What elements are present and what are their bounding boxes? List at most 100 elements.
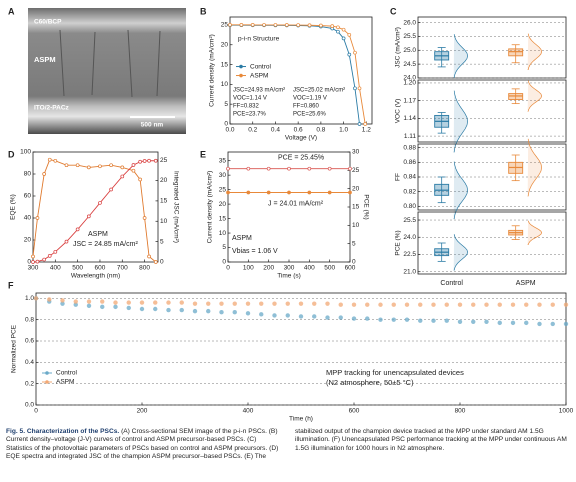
data-point [131, 163, 136, 167]
y-tick-label: 1.14 [403, 115, 416, 122]
data-point [139, 300, 145, 305]
data-point [232, 301, 237, 306]
panel-label: B [200, 6, 207, 16]
data-point [31, 254, 35, 259]
stat-label: PCE=25.6% [293, 111, 327, 117]
data-point [259, 312, 264, 317]
legend-label: Control [56, 370, 78, 377]
data-point [206, 301, 211, 306]
data-point [166, 307, 171, 313]
y-tick-label: 0 [27, 259, 31, 266]
data-point [357, 86, 362, 91]
data-point [226, 190, 230, 195]
y2-tick-label: 20 [160, 177, 168, 184]
y2-tick-label: 5 [160, 238, 164, 245]
data-point [510, 302, 516, 307]
x-axis-label: Voltage (V) [285, 135, 317, 142]
caption: Fig. 5. Characterization of the PSCs. (A… [6, 428, 570, 480]
data-point [53, 249, 58, 254]
x-tick-label: 400 [243, 408, 254, 415]
data-point [325, 315, 330, 320]
data-point [307, 23, 312, 28]
x-tick-label: ASPM [516, 280, 536, 287]
y-tick-label: 1.11 [404, 133, 417, 140]
data-point [192, 301, 198, 306]
x-axis-label: Time (h) [289, 416, 313, 423]
x-tick-label: 600 [349, 408, 360, 415]
data-point [226, 166, 230, 171]
y-axis-label: Current density (mA/cm²) [209, 34, 216, 107]
y-tick-label: 80 [24, 171, 32, 178]
data-point [246, 190, 251, 195]
data-point [510, 320, 516, 326]
y-tick-label: 15 [221, 61, 229, 68]
box [508, 48, 524, 57]
data-point [266, 166, 271, 171]
data-point [307, 190, 312, 195]
y-tick-label: 10 [219, 230, 227, 237]
data-point [273, 23, 278, 27]
data-point [31, 260, 35, 264]
x-tick-label: 1.2 [362, 127, 371, 134]
data-point [259, 301, 264, 306]
data-point [138, 177, 142, 182]
annotation: Vbias = 1.06 V [232, 248, 278, 255]
data-point [347, 32, 352, 37]
data-point [537, 302, 542, 307]
data-point [484, 319, 489, 324]
data-point [64, 163, 69, 168]
data-point [497, 302, 502, 307]
data-point [75, 227, 80, 232]
data-point [228, 22, 232, 27]
data-point [327, 166, 332, 171]
data-point [64, 239, 69, 244]
sem-image [28, 8, 186, 134]
annotation: J = 24.01 mA/cm² [268, 200, 324, 207]
data-point [109, 187, 113, 192]
y-tick-label: 24.0 [403, 75, 416, 82]
y-tick-label: 24.0 [403, 234, 416, 241]
data-point [325, 301, 330, 306]
y-tick-label: 15 [219, 215, 227, 222]
legend-label: Control [250, 63, 272, 70]
x-tick-label: 600 [345, 265, 356, 272]
data-line [32, 160, 156, 263]
y-tick-label: 20 [219, 201, 227, 208]
data-point [142, 216, 147, 220]
data-point [347, 52, 352, 57]
x-tick-label: Control [440, 280, 463, 287]
data-point [86, 299, 92, 304]
data-point [47, 297, 52, 302]
data-point [47, 254, 52, 258]
data-point [73, 299, 78, 304]
data-point [524, 320, 529, 326]
data-point [431, 302, 436, 307]
data-point [285, 301, 290, 306]
data-point [284, 23, 289, 27]
annotation: PCE = 25.45% [278, 155, 324, 162]
y-tick-label: 0.2 [25, 380, 34, 387]
plot-frame [417, 211, 567, 275]
data-point [563, 302, 569, 307]
distribution [527, 80, 543, 112]
y-tick-label: 100 [20, 149, 31, 156]
data-point [75, 163, 80, 168]
panel-label: E [200, 149, 206, 159]
annotation: ASPM [88, 231, 108, 238]
data-point [378, 317, 383, 322]
y-tick-label: 25 [221, 22, 229, 29]
data-point [351, 316, 357, 321]
stat-label: FF=0.860 [293, 103, 320, 109]
data-point [537, 321, 542, 327]
data-point [327, 190, 332, 195]
plot-frame [35, 292, 567, 406]
data-point [262, 23, 266, 27]
y-tick-label: 25.0 [403, 47, 416, 54]
data-point [272, 301, 277, 306]
x-tick-label: 0.2 [248, 127, 257, 134]
data-point [245, 301, 251, 306]
data-point [444, 302, 449, 307]
data-point [33, 296, 39, 301]
legend-marker [45, 380, 49, 384]
stat-label: PCE=23.7% [233, 111, 267, 117]
